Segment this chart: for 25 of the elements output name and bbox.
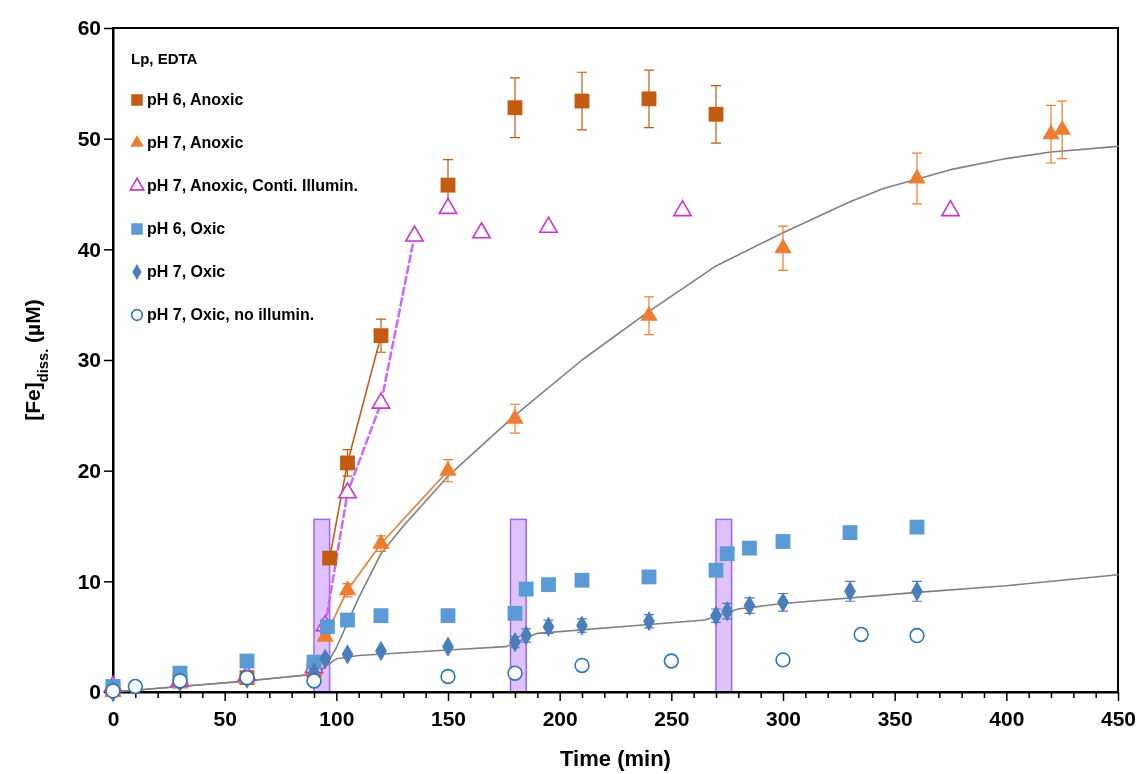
- x-tick-label: 450: [1100, 707, 1137, 731]
- legend-label: pH 6, Anoxic: [147, 91, 244, 108]
- y-tick-label: 20: [77, 458, 101, 482]
- x-tick-label: 50: [213, 707, 237, 731]
- y-tick-label: 30: [77, 348, 101, 372]
- x-tick-label: 250: [654, 707, 690, 731]
- y-tick-label: 40: [77, 237, 101, 261]
- x-tick-label: 300: [765, 707, 802, 731]
- x-tick-label: 100: [319, 707, 355, 731]
- x-tick-label: 350: [877, 707, 913, 731]
- legend-label: pH 6, Oxic: [147, 220, 226, 237]
- x-tick-label: 150: [430, 707, 467, 731]
- x-tick-label: 400: [989, 707, 1025, 731]
- y-tick-label: 50: [77, 126, 101, 150]
- legend-title: Lp, EDTA: [131, 50, 198, 67]
- legend-label: pH 7, Anoxic, Conti. Illumin.: [147, 177, 358, 194]
- legend-label: pH 7, Anoxic: [147, 134, 244, 151]
- y-tick-label: 60: [77, 16, 101, 40]
- legend-label: pH 7, Oxic: [147, 263, 226, 280]
- x-tick-label: 0: [107, 707, 120, 731]
- y-tick-label: 10: [77, 569, 101, 593]
- x-tick-label: 200: [542, 707, 578, 731]
- legend-label: pH 7, Oxic, no illumin.: [147, 306, 315, 323]
- y-tick-label: 0: [89, 680, 101, 704]
- x-axis-title: Time (min): [560, 746, 671, 771]
